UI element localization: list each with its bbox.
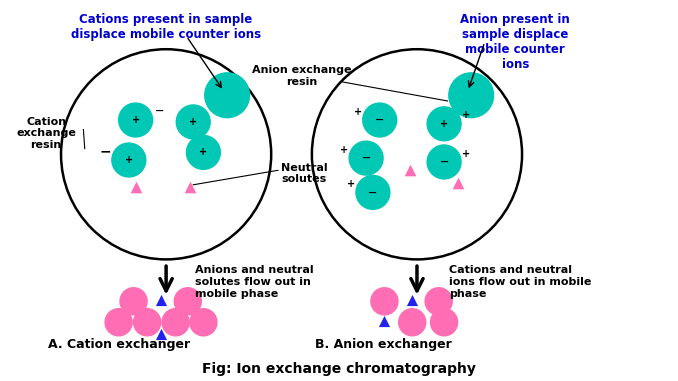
Text: −: − xyxy=(155,106,164,115)
Ellipse shape xyxy=(61,49,271,259)
Text: +: + xyxy=(462,110,470,120)
Text: +: + xyxy=(440,119,448,129)
Point xyxy=(184,184,195,190)
Text: Cations and neutral
ions flow out in mobile
phase: Cations and neutral ions flow out in mob… xyxy=(449,265,591,299)
Text: +: + xyxy=(462,149,470,158)
Point xyxy=(452,180,463,186)
Ellipse shape xyxy=(134,309,161,336)
Point xyxy=(156,331,167,337)
Text: Fig: Ion exchange chromatography: Fig: Ion exchange chromatography xyxy=(202,362,476,376)
Text: +: + xyxy=(340,145,348,155)
Ellipse shape xyxy=(176,105,210,139)
Ellipse shape xyxy=(112,143,146,177)
Ellipse shape xyxy=(349,141,383,175)
Ellipse shape xyxy=(427,145,461,179)
Ellipse shape xyxy=(371,288,398,315)
Text: −: − xyxy=(375,115,384,125)
Ellipse shape xyxy=(162,309,189,336)
Text: A. Cation exchanger: A. Cation exchanger xyxy=(47,338,190,351)
Text: Cations present in sample
displace mobile counter ions: Cations present in sample displace mobil… xyxy=(71,13,261,41)
Ellipse shape xyxy=(427,107,461,141)
Text: Anion present in
sample displace
mobile counter
ions: Anion present in sample displace mobile … xyxy=(460,13,570,71)
Text: Anion exchange
resin: Anion exchange resin xyxy=(252,66,351,87)
Ellipse shape xyxy=(120,288,147,315)
Point xyxy=(407,297,418,303)
Ellipse shape xyxy=(190,309,217,336)
Text: +: + xyxy=(189,117,197,127)
Text: +: + xyxy=(347,179,355,189)
Text: −: − xyxy=(439,157,449,167)
Ellipse shape xyxy=(205,73,250,118)
Text: −: − xyxy=(361,153,371,163)
Ellipse shape xyxy=(312,49,522,259)
Point xyxy=(405,166,416,173)
Ellipse shape xyxy=(431,309,458,336)
Text: +: + xyxy=(125,155,133,165)
Text: Cation
exchange
resin: Cation exchange resin xyxy=(16,117,76,150)
Ellipse shape xyxy=(119,103,153,137)
Point xyxy=(156,297,167,303)
Ellipse shape xyxy=(399,309,426,336)
Text: +: + xyxy=(132,115,140,125)
Text: Neutral
solutes: Neutral solutes xyxy=(281,163,328,184)
Text: +: + xyxy=(199,147,207,157)
Ellipse shape xyxy=(186,136,220,169)
Text: Anions and neutral
solutes flow out in
mobile phase: Anions and neutral solutes flow out in m… xyxy=(195,265,314,299)
Ellipse shape xyxy=(356,176,390,209)
Point xyxy=(379,319,390,325)
Text: −: − xyxy=(368,187,378,197)
Text: −: − xyxy=(99,145,111,158)
Ellipse shape xyxy=(425,288,452,315)
Ellipse shape xyxy=(363,103,397,137)
Text: B. Anion exchanger: B. Anion exchanger xyxy=(315,338,452,351)
Point xyxy=(130,184,141,190)
Ellipse shape xyxy=(174,288,201,315)
Text: +: + xyxy=(354,107,362,117)
Ellipse shape xyxy=(449,73,494,118)
Ellipse shape xyxy=(105,309,132,336)
